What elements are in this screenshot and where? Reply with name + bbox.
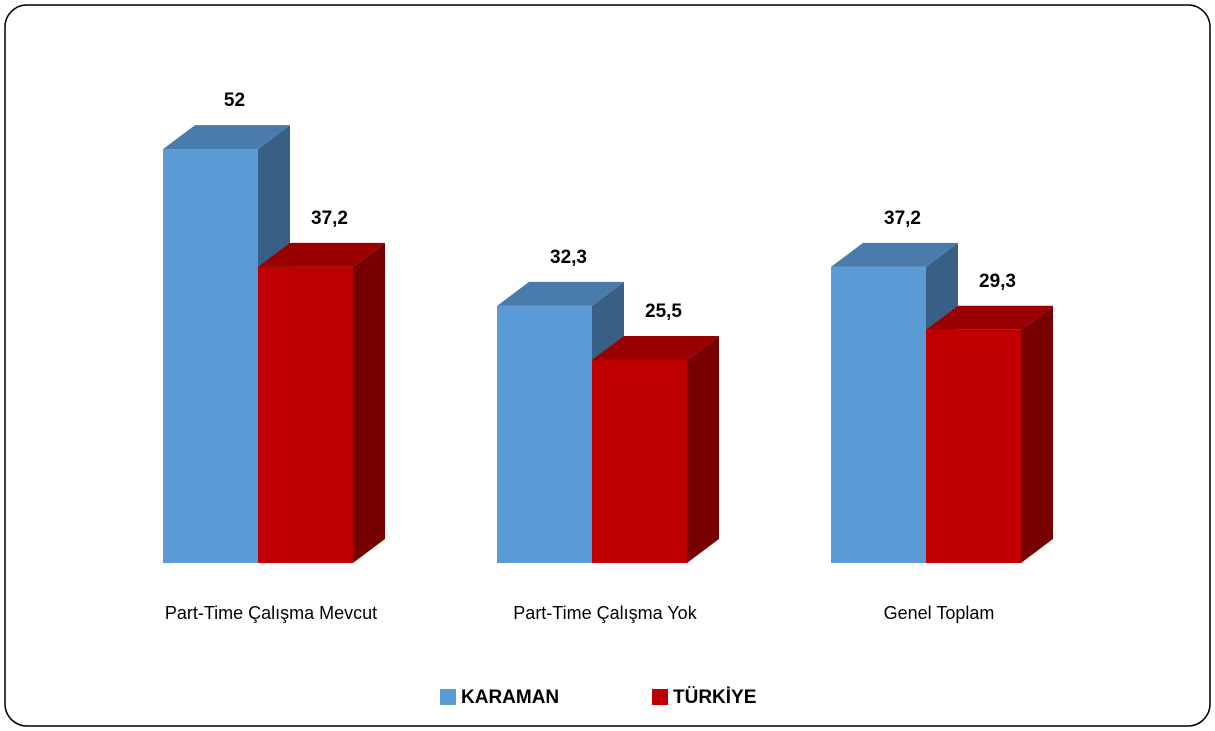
legend-label: TÜRKİYE <box>673 687 756 708</box>
bar <box>592 360 687 563</box>
bar-top <box>831 242 958 267</box>
bar <box>258 266 353 563</box>
x-tick-label: Genel Toplam <box>884 603 995 623</box>
legend-swatch <box>652 689 668 705</box>
bar-side <box>687 336 719 563</box>
bar-top <box>926 305 1053 330</box>
bar <box>926 329 1021 563</box>
bar-top <box>258 242 385 267</box>
bar <box>831 266 926 563</box>
bar-top <box>592 336 719 361</box>
bar-side <box>353 242 385 563</box>
legend-swatch <box>440 689 456 705</box>
data-label: 52 <box>224 90 245 111</box>
x-tick-label: Part-Time Çalışma Mevcut <box>165 603 377 623</box>
data-label: 32,3 <box>550 247 587 268</box>
bar <box>497 305 592 563</box>
bar <box>163 149 258 563</box>
data-label: 37,2 <box>311 208 348 229</box>
legend-label: KARAMAN <box>461 687 559 708</box>
bar-side <box>1021 305 1053 563</box>
x-tick-label: Part-Time Çalışma Yok <box>513 603 697 623</box>
data-label: 29,3 <box>979 271 1016 292</box>
bar-top <box>163 125 290 150</box>
data-label: 25,5 <box>645 301 682 322</box>
data-label: 37,2 <box>884 208 921 229</box>
bar-top <box>497 281 624 306</box>
